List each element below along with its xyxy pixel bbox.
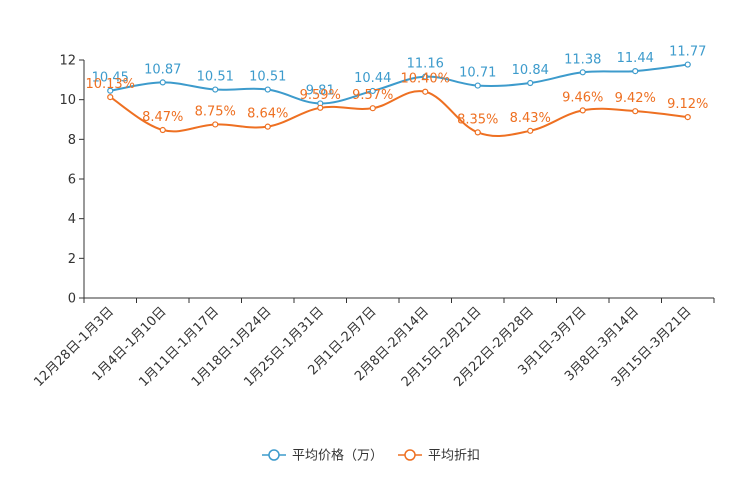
legend-item-1[interactable]: 平均价格（万） bbox=[262, 448, 383, 464]
data-point[interactable] bbox=[422, 73, 429, 80]
series-line-1 bbox=[110, 63, 688, 105]
data-label: 9.46% bbox=[562, 90, 603, 105]
y-tick-label: 4 bbox=[68, 212, 76, 227]
data-label: 11.16 bbox=[407, 57, 444, 72]
data-label: 10.84 bbox=[512, 63, 549, 78]
data-label: 8.64% bbox=[247, 107, 288, 122]
data-point[interactable] bbox=[107, 93, 114, 101]
data-label: 10.51 bbox=[249, 70, 286, 85]
data-point[interactable] bbox=[159, 126, 166, 134]
data-point[interactable] bbox=[212, 86, 219, 93]
data-label: 10.71 bbox=[459, 66, 496, 81]
legend-label: 平均折扣 bbox=[428, 449, 480, 464]
data-label: 11.77 bbox=[669, 45, 706, 60]
data-point[interactable] bbox=[527, 79, 534, 87]
y-tick-label: 12 bbox=[59, 54, 76, 69]
legend-label: 平均价格（万） bbox=[292, 448, 383, 464]
data-point[interactable] bbox=[369, 105, 376, 112]
y-tick-label: 0 bbox=[68, 292, 76, 307]
legend-circle-icon bbox=[404, 449, 416, 461]
data-point[interactable] bbox=[474, 82, 481, 89]
data-point[interactable] bbox=[684, 61, 691, 68]
data-label: 10.40% bbox=[400, 72, 450, 87]
y-tick-label: 10 bbox=[59, 93, 76, 108]
data-point[interactable] bbox=[579, 107, 586, 114]
data-label: 8.47% bbox=[142, 110, 183, 125]
data-label: 10.87 bbox=[144, 62, 181, 77]
y-tick-label: 8 bbox=[68, 133, 76, 148]
data-point[interactable] bbox=[107, 87, 114, 94]
legend[interactable]: 平均价格（万） 平均折扣 bbox=[262, 448, 480, 464]
data-point[interactable] bbox=[369, 87, 376, 95]
data-point[interactable] bbox=[212, 121, 219, 128]
data-point[interactable] bbox=[684, 114, 691, 121]
y-tick-label: 6 bbox=[68, 173, 76, 188]
data-label: 10.45 bbox=[92, 71, 129, 86]
data-label: 10.51 bbox=[197, 70, 234, 85]
data-point[interactable] bbox=[474, 129, 481, 136]
data-point[interactable] bbox=[422, 88, 429, 95]
legend-circle-icon bbox=[268, 449, 280, 461]
y-tick-label: 2 bbox=[68, 252, 76, 267]
series-group bbox=[107, 61, 691, 138]
data-label: 11.38 bbox=[564, 52, 601, 67]
axes: 02468101212月28日-1月3日1月4日-1月10日1月11日-1月17… bbox=[31, 54, 715, 390]
data-point[interactable] bbox=[159, 79, 166, 86]
legend-item-2[interactable]: 平均折扣 bbox=[398, 449, 480, 464]
data-point[interactable] bbox=[632, 108, 639, 115]
data-label: 9.12% bbox=[667, 97, 708, 112]
data-label: 9.81 bbox=[306, 83, 335, 98]
data-label: 8.43% bbox=[510, 111, 551, 126]
data-point[interactable] bbox=[264, 123, 271, 130]
data-label: 8.75% bbox=[195, 104, 236, 119]
data-label: 11.44 bbox=[617, 51, 654, 66]
data-label: 9.42% bbox=[615, 91, 656, 106]
data-point[interactable] bbox=[579, 69, 586, 76]
data-point[interactable] bbox=[632, 68, 639, 75]
data-labels: 10.45 10.87 10.51 10.51 9.81 10.44 11.16 10.71 1… bbox=[85, 45, 708, 128]
data-point[interactable] bbox=[264, 86, 271, 93]
data-label: 9.57% bbox=[352, 88, 393, 103]
data-point[interactable] bbox=[317, 104, 324, 111]
data-label: 10.13% bbox=[85, 77, 135, 92]
data-point[interactable] bbox=[527, 127, 534, 134]
data-label: 8.35% bbox=[457, 112, 498, 127]
data-label: 10.44 bbox=[354, 71, 391, 86]
series-line-2 bbox=[109, 90, 688, 138]
data-label: 9.59% bbox=[300, 88, 341, 103]
